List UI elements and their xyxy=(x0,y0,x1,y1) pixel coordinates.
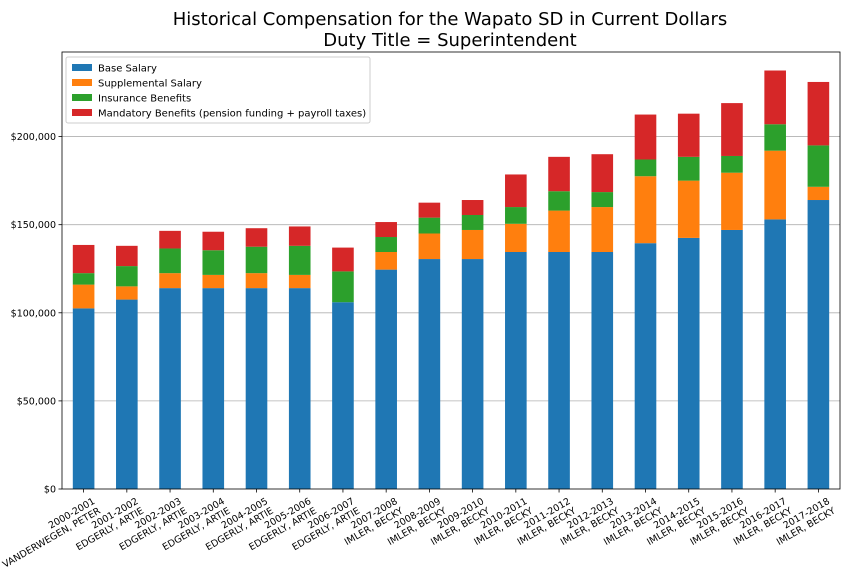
bar-segment xyxy=(461,200,484,215)
bar-segment xyxy=(418,217,441,234)
bar-segment xyxy=(677,156,700,181)
bar-segment xyxy=(591,154,614,193)
bar-segment xyxy=(116,299,138,489)
bar-segment xyxy=(548,156,570,192)
bar-segment xyxy=(634,159,657,177)
bar-segment xyxy=(505,223,527,252)
bar-segment xyxy=(72,273,95,285)
bar-segment xyxy=(288,288,311,489)
legend-swatch xyxy=(72,109,92,116)
bar-segment xyxy=(764,219,786,489)
bar-segment xyxy=(764,150,786,220)
y-tick-label: $0 xyxy=(44,485,56,496)
bar-segment xyxy=(548,251,570,489)
bar-segment xyxy=(418,202,441,218)
bar-segment xyxy=(375,237,397,252)
bar-segment xyxy=(202,274,225,289)
legend-label: Base Salary xyxy=(98,64,157,75)
bar-segment xyxy=(591,192,614,208)
bar-segment xyxy=(159,288,181,489)
bar-segment xyxy=(202,231,225,251)
bar-segment xyxy=(461,214,484,230)
bar-segment xyxy=(461,229,484,260)
bar-segment xyxy=(721,103,743,156)
bar-segment xyxy=(418,233,441,260)
bar-segment xyxy=(591,207,614,252)
bar-segment xyxy=(72,284,95,309)
bar-segment xyxy=(72,244,95,274)
bar-segment xyxy=(332,247,354,272)
x-tick-label: 2000-2001VANDERWEGEN, PETER xyxy=(0,496,103,571)
bar-segment xyxy=(375,251,397,270)
chart-title: Historical Compensation for the Wapato S… xyxy=(173,9,727,30)
bar-segment xyxy=(332,302,354,489)
bar-segment xyxy=(634,243,657,489)
bar-segment xyxy=(116,286,138,300)
bar-segment xyxy=(807,81,830,146)
bar-segment xyxy=(721,172,743,230)
bar-segment xyxy=(288,274,311,289)
bar-segment xyxy=(375,269,397,489)
bar-segment xyxy=(159,273,181,289)
bar-segment xyxy=(116,266,138,287)
legend-label: Insurance Benefits xyxy=(98,94,191,105)
bar-segment xyxy=(677,113,700,157)
bar-segment xyxy=(245,228,268,247)
bar-segment xyxy=(375,222,397,238)
bar-segment xyxy=(288,226,311,246)
bar-segment xyxy=(159,248,181,274)
bar-segment xyxy=(548,210,570,252)
bar-segment xyxy=(807,186,830,201)
bar-segment xyxy=(288,245,311,275)
bar-segment xyxy=(245,246,268,274)
bar-segment xyxy=(245,288,268,489)
legend-swatch xyxy=(72,64,92,71)
bar-segment xyxy=(505,174,527,208)
chart-subtitle: Duty Title = Superintendent xyxy=(323,30,576,51)
bar-segment xyxy=(807,200,830,490)
bar-segment xyxy=(634,176,657,244)
plot-frame xyxy=(61,51,841,490)
legend-label: Mandatory Benefits (pension funding + pa… xyxy=(98,109,366,120)
y-tick-label: $150,000 xyxy=(11,220,56,231)
legend: Base Salary Supplemental Salary Insurance … xyxy=(65,56,371,124)
legend-swatch xyxy=(72,79,92,86)
bar-segment xyxy=(721,155,743,173)
bar-segment xyxy=(159,230,181,249)
y-tick-label: $200,000 xyxy=(11,132,56,143)
bar-segment xyxy=(591,251,614,489)
bar-segment xyxy=(677,180,700,238)
bar-segment xyxy=(677,237,700,489)
bar-segment xyxy=(245,273,268,289)
bar-segment xyxy=(548,191,570,211)
bar-segment xyxy=(72,308,95,489)
grid-lines xyxy=(62,136,840,402)
bar-segment xyxy=(721,229,743,489)
bar-segment xyxy=(332,271,354,303)
legend-box xyxy=(65,56,371,124)
bar-segment xyxy=(202,288,225,489)
bar-segment xyxy=(505,207,527,224)
y-tick-label: $100,000 xyxy=(11,308,56,319)
bars xyxy=(72,70,830,490)
bar-segment xyxy=(505,251,527,489)
bar-segment xyxy=(807,145,830,187)
bar-segment xyxy=(202,250,225,275)
bar-segment xyxy=(634,114,657,160)
y-tick-label: $50,000 xyxy=(17,396,56,407)
bar-segment xyxy=(764,124,786,151)
bar-segment xyxy=(461,259,484,489)
legend-swatch xyxy=(72,94,92,101)
bar-segment xyxy=(116,245,138,267)
bar-segment xyxy=(418,259,441,489)
bar-segment xyxy=(764,70,786,125)
legend-label: Supplemental Salary xyxy=(98,79,202,90)
